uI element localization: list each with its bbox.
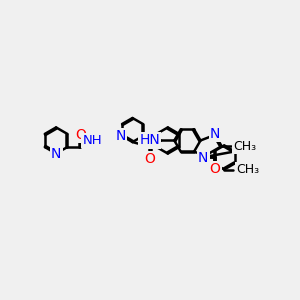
Text: O: O [210,162,220,176]
Text: N: N [198,152,208,165]
Text: O: O [144,152,155,167]
Text: N: N [51,147,61,161]
Text: N: N [210,127,220,141]
Text: HN: HN [139,134,160,148]
Text: NH: NH [83,134,102,147]
Text: CH₃: CH₃ [234,140,257,153]
Text: N: N [116,129,126,143]
Text: CH₃: CH₃ [236,163,260,176]
Text: O: O [75,128,86,142]
